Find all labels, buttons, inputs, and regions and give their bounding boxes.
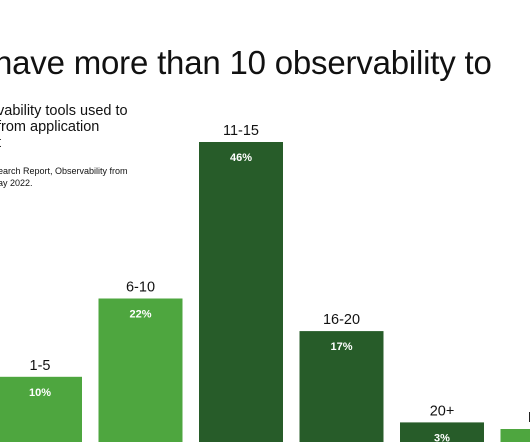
bar-2 <box>199 142 283 442</box>
category-label-0: 1-5 <box>30 358 51 374</box>
value-label-0: 10% <box>29 387 51 399</box>
bar-3 <box>299 331 384 442</box>
chart-title: have more than 10 observability to <box>0 44 492 81</box>
bar-0 <box>0 376 82 442</box>
value-label-1: 22% <box>129 309 151 321</box>
subtitle-line-1: vability tools used to <box>0 103 128 119</box>
category-label-3: 16-20 <box>323 312 360 328</box>
source-line-2: ay 2022. <box>0 178 33 188</box>
subtitle-line-3: t <box>0 135 197 151</box>
value-label-4: 3% <box>434 432 450 442</box>
value-label-2: 46% <box>230 152 252 164</box>
bar-1 <box>98 298 183 442</box>
source-note: earch Report, Observability from ay 2022… <box>0 165 128 189</box>
chart-subtitle: vability tools used to from application … <box>0 103 197 151</box>
category-label-5: Don' <box>528 410 530 426</box>
category-label-2: 11-15 <box>223 123 259 139</box>
bar-5 <box>500 429 530 442</box>
subtitle-line-2: from application <box>0 119 100 135</box>
category-label-1: 6-10 <box>126 280 155 296</box>
bar-4 <box>400 422 484 442</box>
category-label-4: 20+ <box>430 403 455 419</box>
value-label-3: 17% <box>330 341 352 353</box>
source-line-1: earch Report, Observability from <box>0 166 128 176</box>
